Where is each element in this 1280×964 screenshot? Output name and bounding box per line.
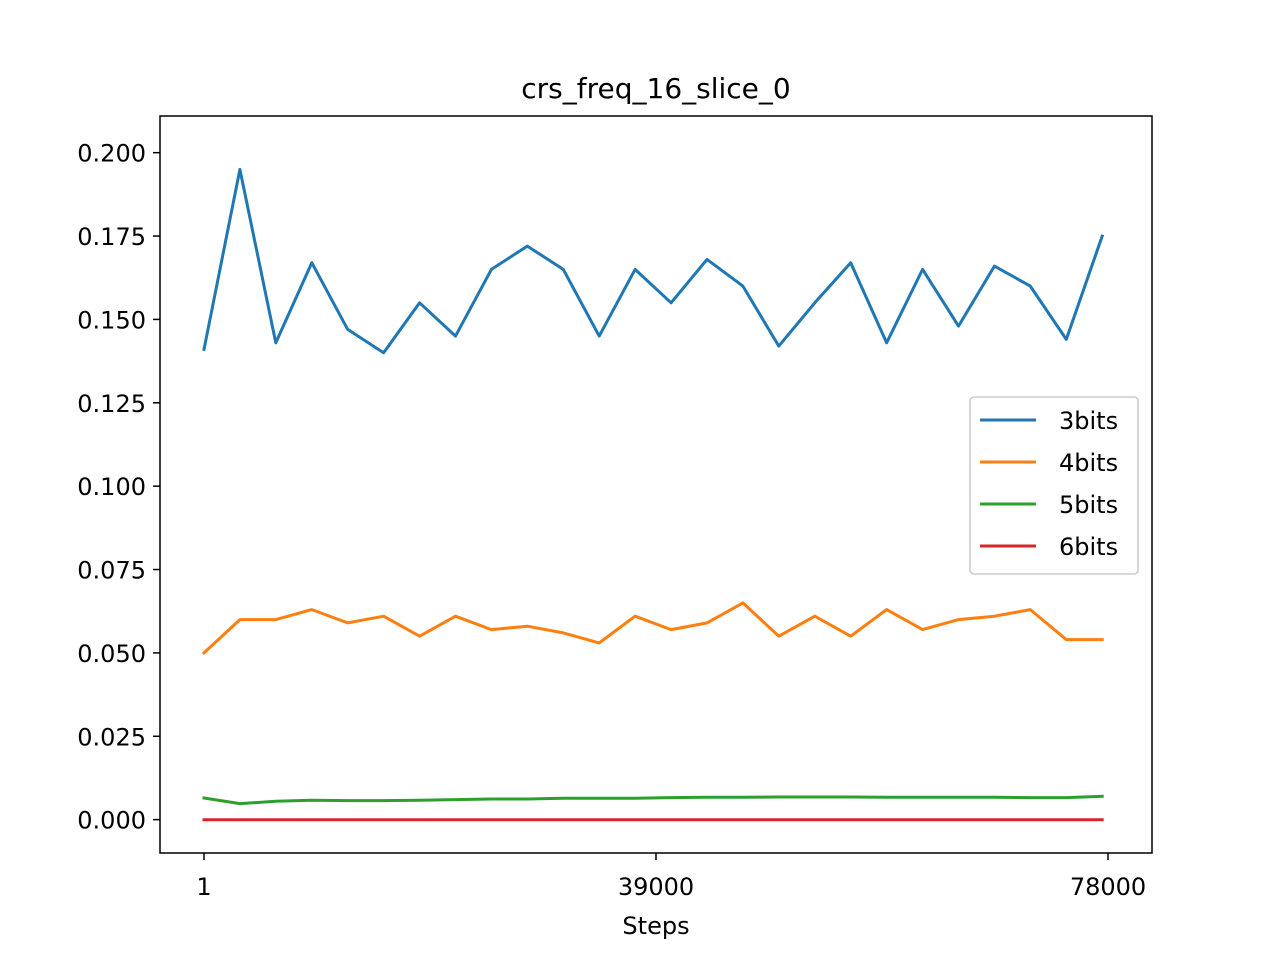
legend-label-5bits: 5bits xyxy=(1059,491,1118,519)
x-tick-label: 1 xyxy=(196,873,211,901)
x-axis-label: Steps xyxy=(622,912,689,940)
chart-title: crs_freq_16_slice_0 xyxy=(521,72,790,105)
y-tick-label: 0.050 xyxy=(77,640,146,668)
y-tick-label: 0.175 xyxy=(77,223,146,251)
x-axis: 1 39000 78000 xyxy=(196,853,1146,901)
y-axis: 0.000 0.025 0.050 0.075 0.100 0.125 0.150 0.175… xyxy=(77,140,160,835)
y-tick-label: 0.100 xyxy=(77,473,146,501)
legend-box xyxy=(969,396,1139,575)
series-line-4bits xyxy=(201,601,1104,656)
series-layer xyxy=(201,167,1105,822)
y-tick-label: 0.125 xyxy=(77,390,146,418)
y-tick-label: 0.075 xyxy=(77,557,146,585)
x-tick-label: 78000 xyxy=(1070,873,1146,901)
legend-label-4bits: 4bits xyxy=(1059,449,1118,477)
series-line-3bits xyxy=(202,167,1105,355)
series-line-5bits xyxy=(202,794,1104,806)
legend: 3bits 4bits 5bits 6bits xyxy=(969,396,1139,575)
y-tick-label: 0.150 xyxy=(77,306,146,334)
legend-label-6bits: 6bits xyxy=(1059,533,1118,561)
x-tick-label: 39000 xyxy=(618,873,694,901)
y-tick-label: 0.200 xyxy=(77,140,146,168)
y-tick-label: 0.000 xyxy=(77,807,146,835)
y-tick-label: 0.025 xyxy=(77,723,146,751)
legend-label-3bits: 3bits xyxy=(1059,407,1118,435)
